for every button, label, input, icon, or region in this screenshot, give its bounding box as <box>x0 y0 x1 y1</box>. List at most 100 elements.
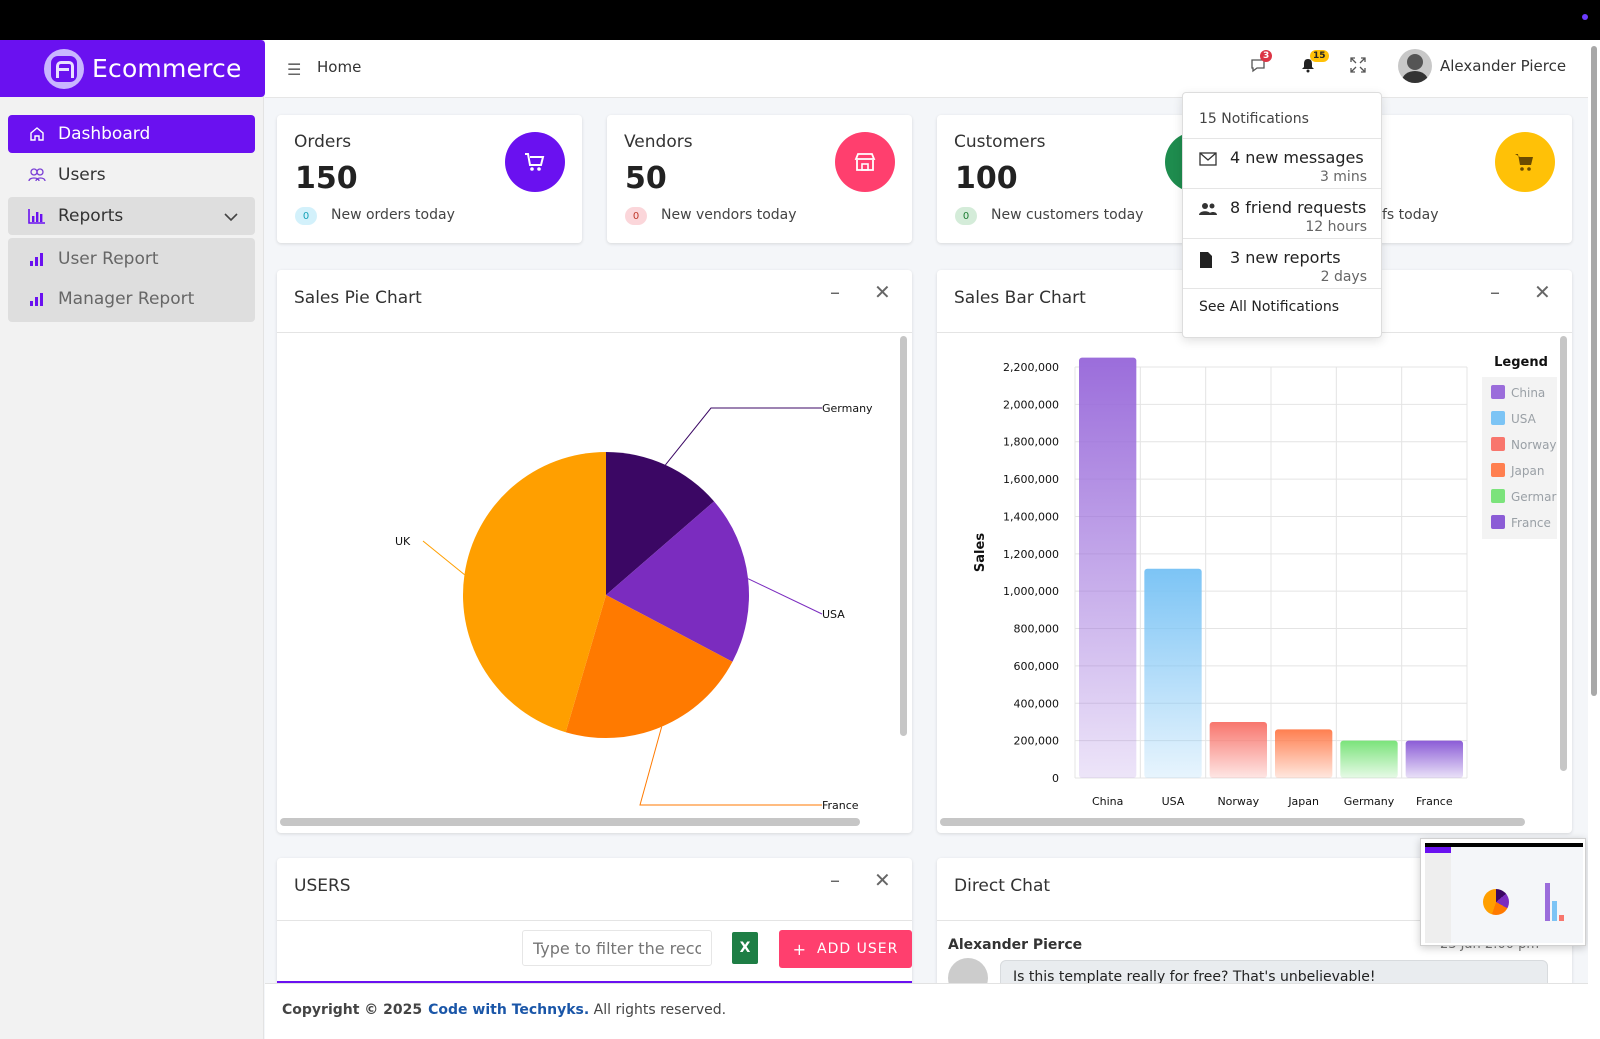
bar-legend-box <box>1482 377 1557 539</box>
expand-icon <box>1350 57 1366 73</box>
fullscreen-button[interactable] <box>1350 57 1366 77</box>
messages-button[interactable]: 3 <box>1250 50 1273 77</box>
legend-swatch <box>1491 489 1505 503</box>
pie-leader-line <box>665 407 822 466</box>
excel-export-icon[interactable]: X <box>732 932 758 964</box>
sales-bar-panel: Sales Bar Chart – ✕ 0 200,000 400,000 600,0… <box>937 270 1572 833</box>
bar-y-tick-label: 2,000,000 <box>1003 398 1059 411</box>
footer-link[interactable]: Code with Technyks. <box>428 1002 590 1018</box>
minimize-icon[interactable]: – <box>1490 280 1500 304</box>
plus-icon: + <box>792 939 808 959</box>
avatar <box>1398 49 1432 83</box>
bar-x-tick-label: Germany <box>1344 795 1395 808</box>
pie-label-germany: Germany <box>822 402 873 415</box>
panel-title: Sales Pie Chart <box>294 288 422 308</box>
reports-submenu: User Report Manager Report <box>8 238 255 322</box>
pie-horizontal-scrollbar[interactable] <box>280 818 860 826</box>
bar-y-tick-label: 600,000 <box>1014 660 1060 673</box>
chevron-down-icon <box>223 207 239 227</box>
bar-france[interactable] <box>1405 740 1463 778</box>
legend-swatch <box>1491 411 1505 425</box>
pie-label-uk: UK <box>395 535 411 548</box>
notifications-button[interactable]: 15 <box>1300 50 1329 77</box>
pie-slice-uk[interactable] <box>463 452 606 733</box>
notification-item-reports[interactable]: 3 new reports 2 days <box>1183 239 1381 289</box>
pie-leader-line <box>639 726 822 806</box>
envelope-icon <box>1199 151 1217 170</box>
legend-item-label[interactable]: China <box>1511 386 1545 400</box>
legend-item-label[interactable]: France <box>1511 516 1551 530</box>
bar-y-tick-label: 400,000 <box>1014 697 1060 710</box>
pie-vertical-scrollbar[interactable] <box>900 336 907 736</box>
user-name: Alexander Pierce <box>1440 57 1567 75</box>
sidebar-item-dashboard[interactable]: Dashboard <box>8 115 255 153</box>
legend-item-label[interactable]: USA <box>1511 412 1537 426</box>
close-icon[interactable]: ✕ <box>874 868 891 892</box>
notification-item-friends[interactable]: 8 friend requests 12 hours <box>1183 189 1381 239</box>
menu-toggle-icon[interactable]: ☰ <box>287 60 302 79</box>
card-sub: fs today <box>1382 207 1439 223</box>
user-menu[interactable]: Alexander Pierce <box>1398 49 1566 83</box>
home-link[interactable]: Home <box>317 58 362 76</box>
home-icon <box>28 125 46 143</box>
sidebar-nav: Dashboard Users Reports User Report <box>0 97 263 322</box>
bar-norway[interactable] <box>1209 721 1267 778</box>
legend-swatch <box>1491 437 1505 451</box>
sidebar-item-manager-report[interactable]: Manager Report <box>8 280 255 318</box>
bar-y-tick-label: 1,600,000 <box>1003 473 1059 486</box>
close-icon[interactable]: ✕ <box>1534 280 1551 304</box>
bar-germany[interactable] <box>1340 740 1398 778</box>
bar-horizontal-scrollbar[interactable] <box>940 818 1525 826</box>
notification-item-messages[interactable]: 4 new messages 3 mins <box>1183 139 1381 189</box>
sidebar-item-label: Users <box>58 165 106 185</box>
pie-slice-france[interactable] <box>565 595 733 738</box>
legend-item-label[interactable]: Japan <box>1510 464 1544 478</box>
bar-x-tick-label: France <box>1416 795 1453 808</box>
orders-card: Orders 150 0 New orders today <box>277 115 582 243</box>
screenshot-thumbnail[interactable] <box>1420 838 1586 946</box>
users-filter-input[interactable] <box>522 930 712 966</box>
page-scrollbar-thumb[interactable] <box>1591 46 1597 696</box>
card-value: 150 <box>295 161 358 196</box>
minimize-icon[interactable]: – <box>830 280 840 304</box>
messages-badge: 3 <box>1260 50 1273 62</box>
bar-y-axis-label: Sales <box>973 533 988 572</box>
card-sub: New orders today <box>331 207 455 223</box>
status-dot <box>1582 14 1588 20</box>
legend-item-label[interactable]: Norway <box>1511 438 1557 452</box>
bar-y-tick-label: 1,200,000 <box>1003 548 1059 561</box>
os-top-bar <box>0 0 1600 40</box>
file-icon <box>1199 251 1213 273</box>
brand[interactable]: Ecommerce <box>0 40 265 97</box>
bar-vertical-scrollbar[interactable] <box>1560 336 1567 771</box>
bell-icon <box>1302 59 1314 73</box>
sidebar-item-user-report[interactable]: User Report <box>8 240 255 278</box>
bar-y-tick-label: 800,000 <box>1014 623 1060 636</box>
vendors-card: Vendors 50 0 New vendors today <box>607 115 912 243</box>
card-label: Orders <box>294 132 352 152</box>
notification-text: 3 new reports <box>1230 248 1341 267</box>
bar-x-tick-label: Norway <box>1217 795 1259 808</box>
page-scrollbar-track[interactable] <box>1588 40 1600 1039</box>
card-badge: 0 <box>295 207 317 225</box>
sidebar-item-users[interactable]: Users <box>8 156 255 194</box>
notification-text: 8 friend requests <box>1230 198 1367 217</box>
legend-item-label[interactable]: Germar <box>1511 490 1556 504</box>
bar-china[interactable] <box>1079 357 1137 778</box>
bar-usa[interactable] <box>1144 568 1202 778</box>
minimize-icon[interactable]: – <box>830 868 840 892</box>
pie-label-france: France <box>822 799 859 812</box>
pie-slice-usa[interactable] <box>606 501 749 662</box>
pie-slice-germany[interactable] <box>606 452 715 595</box>
sidebar-item-reports[interactable]: Reports <box>8 197 255 235</box>
see-all-notifications-link[interactable]: See All Notifications <box>1199 299 1339 315</box>
bar-japan[interactable] <box>1275 729 1333 778</box>
add-user-button[interactable]: + ADD USER <box>779 930 912 968</box>
close-icon[interactable]: ✕ <box>874 280 891 304</box>
bar-y-tick-label: 2,200,000 <box>1003 361 1059 374</box>
pie-chart: Germany USA France UK <box>395 402 873 812</box>
bar-x-tick-label: Japan <box>1287 795 1319 808</box>
card-value: 100 <box>955 161 1018 196</box>
card-sub: New vendors today <box>661 207 797 223</box>
notification-time: 12 hours <box>1305 219 1367 235</box>
